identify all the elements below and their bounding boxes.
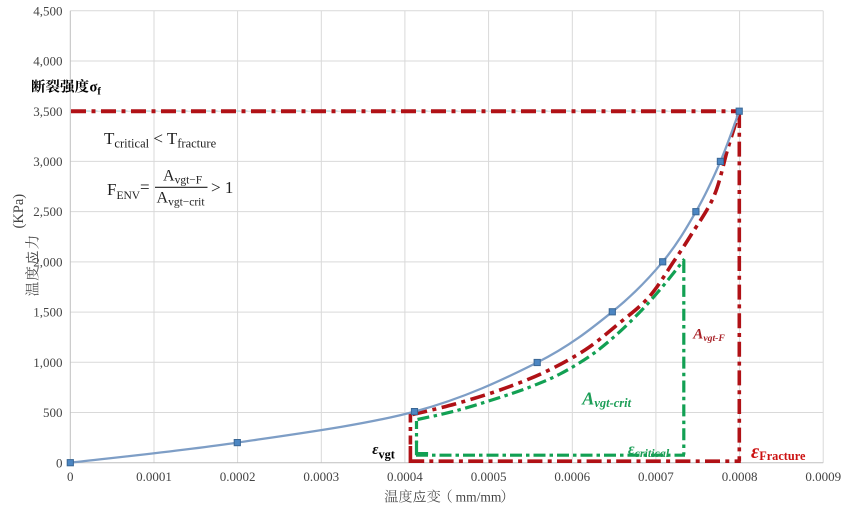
- svg-text:εcritical: εcritical: [628, 441, 670, 460]
- svg-text:0.0005: 0.0005: [471, 469, 507, 484]
- svg-text:=: =: [140, 178, 150, 197]
- svg-text:500: 500: [43, 405, 63, 420]
- svg-text:3,500: 3,500: [33, 104, 62, 119]
- svg-text:1,500: 1,500: [33, 305, 62, 320]
- svg-text:4,000: 4,000: [33, 54, 62, 69]
- svg-text:0.0002: 0.0002: [220, 469, 256, 484]
- svg-text:2,000: 2,000: [33, 255, 62, 270]
- svg-text:0.0009: 0.0009: [805, 469, 841, 484]
- svg-text:0: 0: [67, 469, 74, 484]
- svg-text:3,000: 3,000: [33, 154, 62, 169]
- svg-text:mm/mm: mm/mm: [456, 490, 502, 505]
- svg-text:0.0007: 0.0007: [638, 469, 674, 484]
- svg-text:0.0008: 0.0008: [722, 469, 758, 484]
- svg-text:εvgt: εvgt: [372, 442, 395, 462]
- svg-text:0.0001: 0.0001: [136, 469, 172, 484]
- svg-text:0.0006: 0.0006: [554, 469, 590, 484]
- svg-text:σf: σf: [90, 80, 102, 98]
- svg-text:(KPa): (KPa): [11, 194, 27, 229]
- svg-text:2,500: 2,500: [33, 204, 62, 219]
- svg-text:0.0003: 0.0003: [303, 469, 339, 484]
- svg-text:0: 0: [56, 455, 63, 470]
- svg-text:> 1: > 1: [211, 178, 233, 197]
- svg-text:1,000: 1,000: [33, 355, 62, 370]
- svg-text:0.0004: 0.0004: [387, 469, 423, 484]
- svg-text:4,500: 4,500: [33, 3, 62, 18]
